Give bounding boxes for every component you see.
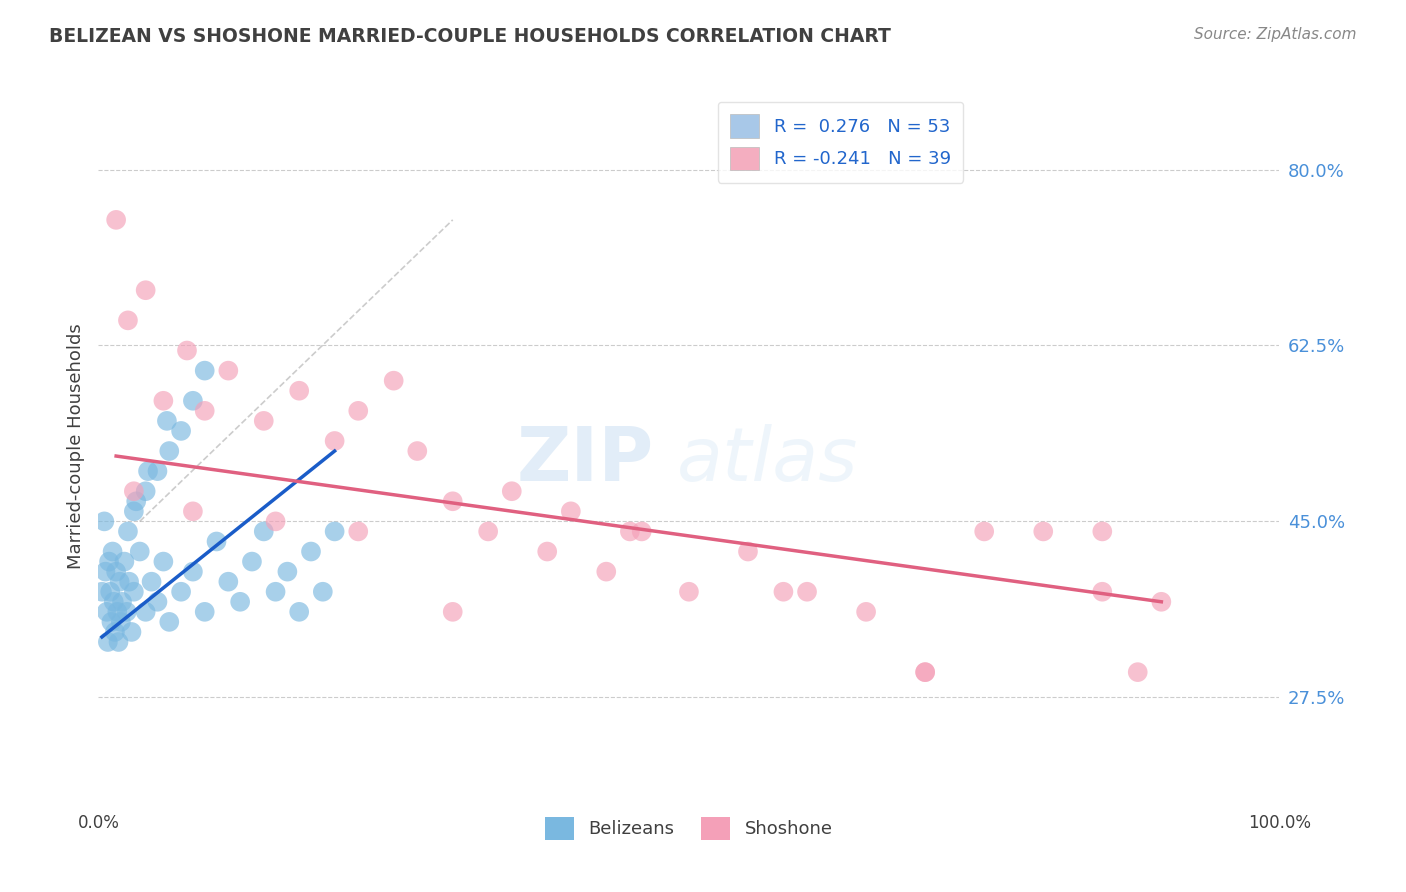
Point <box>136 464 159 478</box>
Point <box>288 384 311 398</box>
Point <box>1150 595 1173 609</box>
Point <box>98 555 121 569</box>
Point <box>111 595 134 609</box>
Point <box>477 524 499 539</box>
Point <box>772 584 794 599</box>
Text: BELIZEAN VS SHOSHONE MARRIED-COUPLE HOUSEHOLDS CORRELATION CHART: BELIZEAN VS SHOSHONE MARRIED-COUPLE HOUS… <box>49 27 891 45</box>
Point <box>406 444 429 458</box>
Point <box>973 524 995 539</box>
Point <box>94 565 117 579</box>
Point <box>264 515 287 529</box>
Point <box>128 544 150 558</box>
Point <box>253 524 276 539</box>
Point <box>347 524 370 539</box>
Point <box>855 605 877 619</box>
Point <box>100 615 122 629</box>
Point <box>288 605 311 619</box>
Point <box>240 555 263 569</box>
Point <box>914 665 936 680</box>
Point <box>135 283 157 297</box>
Point <box>323 434 346 448</box>
Point <box>115 605 138 619</box>
Point <box>205 534 228 549</box>
Point <box>194 605 217 619</box>
Point <box>157 615 180 629</box>
Point <box>176 343 198 358</box>
Point <box>103 595 125 609</box>
Point <box>157 444 180 458</box>
Point <box>312 584 335 599</box>
Point <box>170 584 193 599</box>
Point <box>122 484 145 499</box>
Point <box>630 524 652 539</box>
Point <box>104 624 127 639</box>
Point <box>101 544 124 558</box>
Point <box>194 363 217 377</box>
Point <box>299 544 322 558</box>
Point <box>125 494 148 508</box>
Point <box>181 565 204 579</box>
Point <box>141 574 163 589</box>
Point <box>1091 584 1114 599</box>
Point <box>595 565 617 579</box>
Point <box>1032 524 1054 539</box>
Point <box>536 544 558 558</box>
Point <box>323 524 346 539</box>
Point <box>135 605 157 619</box>
Point <box>93 515 115 529</box>
Point <box>118 574 141 589</box>
Point <box>152 555 174 569</box>
Point <box>678 584 700 599</box>
Point <box>121 624 143 639</box>
Point <box>347 404 370 418</box>
Point <box>117 524 139 539</box>
Point <box>194 404 217 418</box>
Point <box>105 565 128 579</box>
Point <box>135 484 157 499</box>
Point <box>91 584 114 599</box>
Point <box>108 574 131 589</box>
Point <box>737 544 759 558</box>
Point <box>181 504 204 518</box>
Point <box>112 555 135 569</box>
Point <box>117 313 139 327</box>
Point <box>97 635 120 649</box>
Point <box>122 504 145 518</box>
Point <box>146 464 169 478</box>
Point <box>441 494 464 508</box>
Point <box>110 615 132 629</box>
Point <box>382 374 405 388</box>
Point <box>441 605 464 619</box>
Point <box>181 393 204 408</box>
Point <box>276 565 298 579</box>
Point <box>105 212 128 227</box>
Point <box>253 414 276 428</box>
Point <box>170 424 193 438</box>
Point <box>96 605 118 619</box>
Point <box>98 584 121 599</box>
Text: ZIP: ZIP <box>516 424 654 497</box>
Point <box>217 363 239 377</box>
Point <box>229 595 252 609</box>
Point <box>152 393 174 408</box>
Point <box>1091 524 1114 539</box>
Point <box>105 605 128 619</box>
Point <box>914 665 936 680</box>
Point <box>501 484 523 499</box>
Legend: Belizeans, Shoshone: Belizeans, Shoshone <box>538 810 839 847</box>
Y-axis label: Married-couple Households: Married-couple Households <box>66 323 84 569</box>
Point <box>217 574 239 589</box>
Point <box>1126 665 1149 680</box>
Point <box>156 414 179 428</box>
Point <box>146 595 169 609</box>
Point <box>619 524 641 539</box>
Point <box>560 504 582 518</box>
Text: Source: ZipAtlas.com: Source: ZipAtlas.com <box>1194 27 1357 42</box>
Point <box>796 584 818 599</box>
Point <box>264 584 287 599</box>
Text: atlas: atlas <box>678 425 859 496</box>
Point <box>122 584 145 599</box>
Point <box>107 635 129 649</box>
